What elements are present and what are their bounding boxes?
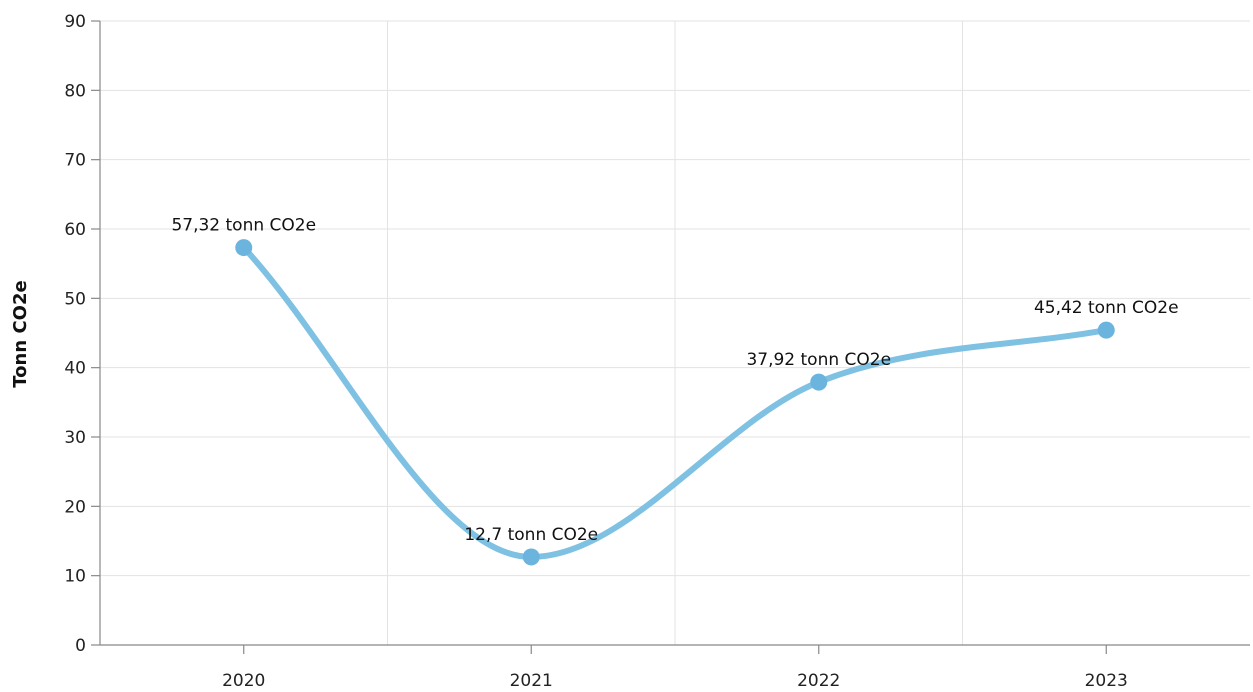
data-label: 37,92 tonn CO2e — [746, 350, 891, 370]
data-labels: 57,32 tonn CO2e 12,7 tonn CO2e 37,92 tonn … — [171, 216, 1178, 545]
axes: 0 10 20 30 40 50 60 70 80 90 2020 2021 2022 2023 — [64, 12, 1250, 691]
y-tick-label: 80 — [64, 81, 86, 101]
y-tick-label: 60 — [64, 220, 86, 240]
data-point[interactable] — [810, 373, 828, 391]
x-tick-label: 2023 — [1085, 671, 1128, 691]
y-tick-label: 40 — [64, 359, 86, 379]
data-label: 45,42 tonn CO2e — [1034, 298, 1179, 318]
data-label: 57,32 tonn CO2e — [171, 216, 316, 236]
x-tick-label: 2021 — [510, 671, 553, 691]
data-point[interactable] — [522, 548, 540, 566]
x-tick-label: 2022 — [797, 671, 840, 691]
data-point[interactable] — [1097, 321, 1115, 339]
y-tick-label: 50 — [64, 289, 86, 309]
data-point[interactable] — [235, 239, 253, 257]
y-tick-label: 10 — [64, 567, 86, 587]
y-tick-label: 90 — [64, 12, 86, 32]
y-tick-label: 70 — [64, 151, 86, 171]
y-axis-title: Tonn CO2e — [10, 280, 31, 387]
series-line — [240, 244, 1110, 560]
y-tick-label: 30 — [64, 428, 86, 448]
y-tick-label: 20 — [64, 497, 86, 517]
series-layer — [235, 239, 1115, 566]
x-tick-label: 2020 — [222, 671, 265, 691]
y-tick-label: 0 — [75, 636, 86, 656]
grid — [100, 20, 1250, 645]
data-label: 12,7 tonn CO2e — [464, 525, 598, 545]
